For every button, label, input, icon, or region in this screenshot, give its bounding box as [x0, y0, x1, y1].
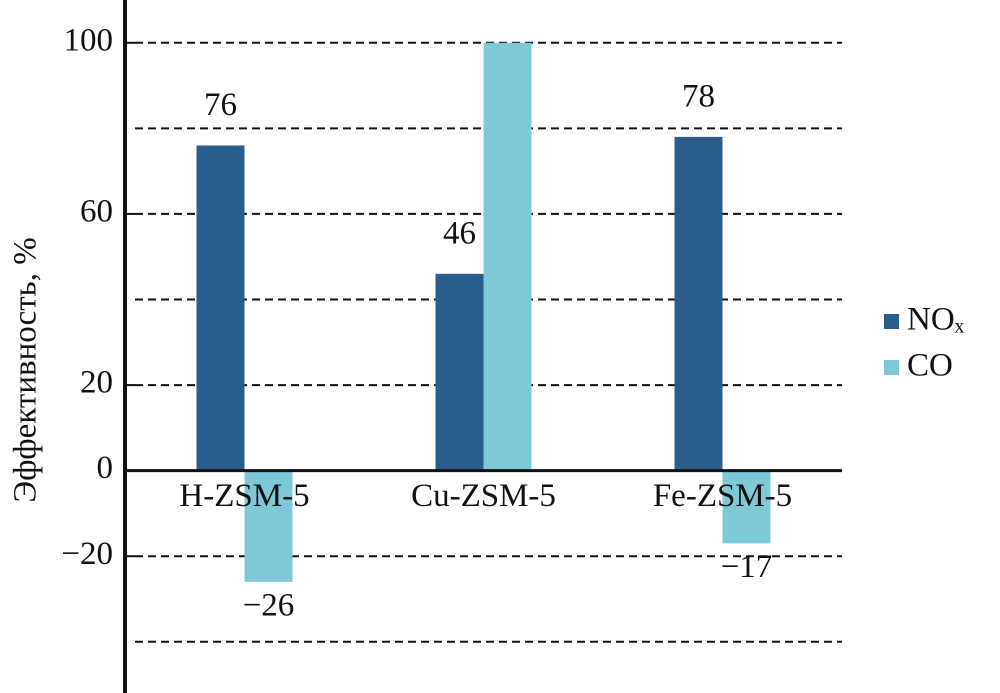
y-tick-label: −20 — [61, 536, 113, 572]
bar — [244, 470, 293, 582]
bar — [674, 136, 723, 471]
y-tick-label: 20 — [80, 365, 113, 401]
legend-label: NOₓ — [907, 302, 965, 338]
y-tick-label: 60 — [80, 194, 113, 230]
bar — [722, 470, 771, 544]
bar — [483, 42, 532, 471]
value-label: −26 — [243, 587, 295, 623]
bar — [196, 145, 245, 471]
legend-swatch — [884, 360, 899, 375]
x-tick-label: H-ZSM-5 — [179, 478, 309, 514]
x-tick-label: Fe-ZSM-5 — [653, 478, 792, 514]
legend-swatch — [884, 314, 899, 329]
value-label: 76 — [204, 87, 237, 123]
y-axis-label: Эффективность, % — [8, 237, 44, 502]
y-tick-label: 100 — [64, 22, 114, 58]
value-label: −17 — [721, 549, 773, 585]
x-tick-label: Cu-ZSM-5 — [411, 478, 556, 514]
value-label: 78 — [682, 78, 715, 114]
value-label: 46 — [443, 215, 476, 251]
y-tick-label: 0 — [97, 450, 114, 486]
bar — [435, 273, 484, 471]
legend-label: CO — [907, 348, 953, 384]
